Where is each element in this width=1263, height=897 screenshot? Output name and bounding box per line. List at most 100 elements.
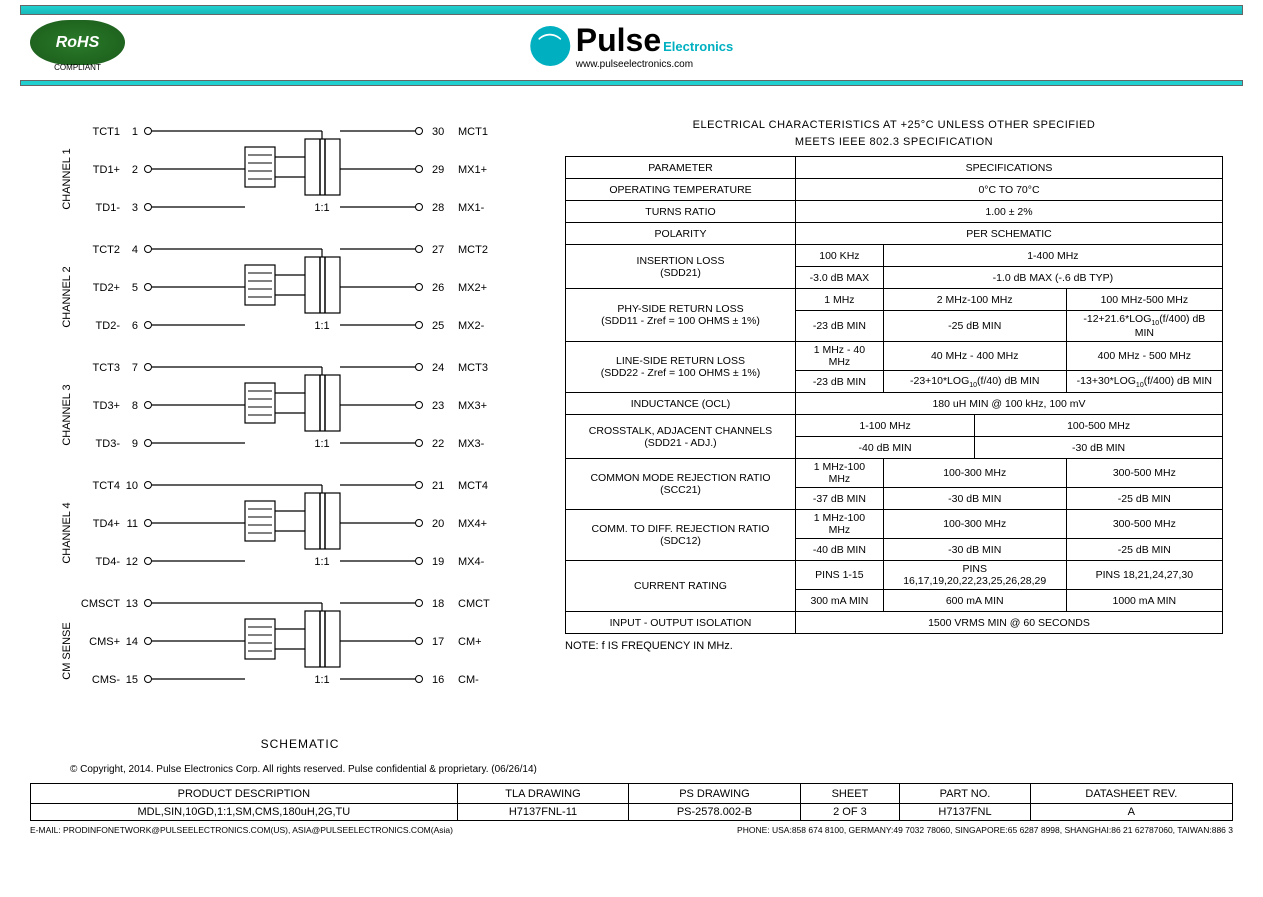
line-v1: -23 dB MIN — [796, 371, 884, 393]
phy-param: PHY-SIDE RETURN LOSS(SDD11 - Zref = 100 … — [566, 289, 796, 342]
top-stripe — [20, 5, 1243, 15]
svg-text:1:1: 1:1 — [314, 438, 329, 450]
svg-text:CHANNEL 4: CHANNEL 4 — [61, 502, 73, 563]
iloss-f1: 100 KHz — [796, 245, 884, 267]
contact-email: E-MAIL: PRODINFONETWORK@PULSEELECTRONICS… — [30, 825, 453, 835]
svg-text:MX4+: MX4+ — [458, 518, 487, 530]
contact-phone: PHONE: USA:858 674 8100, GERMANY:49 7032… — [737, 825, 1233, 835]
svg-text:CHANNEL 3: CHANNEL 3 — [61, 384, 73, 445]
svg-text:MX1+: MX1+ — [458, 164, 487, 176]
iso-val: 1500 VRMS MIN @ 60 SECONDS — [796, 612, 1223, 634]
schematic-svg: CHANNEL 1TCT1130MCT1TD1+229MX1+TD1-328MX… — [60, 119, 520, 719]
svg-text:5: 5 — [132, 282, 138, 294]
svg-text:MX4-: MX4- — [458, 556, 485, 568]
ft-h3: PS DRAWING — [629, 784, 800, 804]
svg-text:TCT3: TCT3 — [93, 362, 121, 374]
svg-text:24: 24 — [432, 362, 444, 374]
line-f1: 1 MHz - 40 MHz — [796, 342, 884, 371]
cmrr-v3: -25 dB MIN — [1066, 488, 1222, 510]
svg-text:12: 12 — [126, 556, 138, 568]
svg-text:CMS-: CMS- — [92, 674, 120, 686]
brand-url: www.pulseelectronics.com — [576, 59, 733, 70]
turns-param: TURNS RATIO — [566, 201, 796, 223]
ind-val: 180 uH MIN @ 100 kHz, 100 mV — [796, 393, 1223, 415]
svg-text:6: 6 — [132, 320, 138, 332]
iso-param: INPUT - OUTPUT ISOLATION — [566, 612, 796, 634]
svg-text:CHANNEL 1: CHANNEL 1 — [61, 148, 73, 209]
svg-text:26: 26 — [432, 282, 444, 294]
svg-text:MX3+: MX3+ — [458, 400, 487, 412]
svg-text:CHANNEL 2: CHANNEL 2 — [61, 266, 73, 327]
header: RoHS COMPLIANT PulseElectronics www.puls… — [0, 15, 1263, 77]
cmrr-f1: 1 MHz-100 MHz — [796, 459, 884, 488]
svg-text:TD3-: TD3- — [96, 438, 121, 450]
schematic-title: SCHEMATIC — [60, 737, 540, 751]
svg-text:19: 19 — [432, 556, 444, 568]
rohs-badge: RoHS COMPLIANT — [30, 20, 125, 72]
svg-text:TCT4: TCT4 — [93, 480, 121, 492]
svg-text:CM SENSE: CM SENSE — [61, 622, 73, 679]
cmrr-v1: -37 dB MIN — [796, 488, 884, 510]
pulse-logo: PulseElectronics www.pulseelectronics.co… — [530, 22, 733, 70]
cdrr-v1: -40 dB MIN — [796, 539, 884, 561]
svg-text:TD1+: TD1+ — [93, 164, 120, 176]
phy-v2: -25 dB MIN — [883, 311, 1066, 342]
svg-text:CMS+: CMS+ — [89, 636, 120, 648]
polarity-param: POLARITY — [566, 223, 796, 245]
turns-val: 1.00 ± 2% — [796, 201, 1223, 223]
svg-text:MX2+: MX2+ — [458, 282, 487, 294]
ft-v5: H7137FNL — [900, 804, 1030, 821]
rohs-text: RoHS — [56, 34, 100, 52]
cdrr-f3: 300-500 MHz — [1066, 510, 1222, 539]
svg-text:23: 23 — [432, 400, 444, 412]
svg-text:1:1: 1:1 — [314, 674, 329, 686]
cdrr-param: COMM. TO DIFF. REJECTION RATIO(SDC12) — [566, 510, 796, 561]
svg-text:9: 9 — [132, 438, 138, 450]
curr-f2: PINS 16,17,19,20,22,23,25,26,28,29 — [883, 561, 1066, 590]
contact-bar: E-MAIL: PRODINFONETWORK@PULSEELECTRONICS… — [0, 821, 1263, 839]
svg-text:TD4-: TD4- — [96, 556, 121, 568]
xtalk-f2: 100-500 MHz — [975, 415, 1223, 437]
pulse-wave-icon — [530, 26, 570, 66]
svg-text:CMCT: CMCT — [458, 598, 490, 610]
svg-text:7: 7 — [132, 362, 138, 374]
curr-v1: 300 mA MIN — [796, 590, 884, 612]
ft-h6: DATASHEET REV. — [1030, 784, 1232, 804]
cmrr-v2: -30 dB MIN — [883, 488, 1066, 510]
svg-text:MX2-: MX2- — [458, 320, 485, 332]
brand-name: Pulse — [576, 22, 661, 58]
svg-text:TD2-: TD2- — [96, 320, 121, 332]
ft-h4: SHEET — [800, 784, 900, 804]
iloss-param: INSERTION LOSS(SDD21) — [566, 245, 796, 289]
svg-text:TCT1: TCT1 — [93, 126, 121, 138]
line-v2: -23+10*LOG10(f/40) dB MIN — [883, 371, 1066, 393]
svg-text:16: 16 — [432, 674, 444, 686]
cdrr-v3: -25 dB MIN — [1066, 539, 1222, 561]
cmrr-f2: 100-300 MHz — [883, 459, 1066, 488]
svg-text:18: 18 — [432, 598, 444, 610]
spec-title-2: MEETS IEEE 802.3 SPECIFICATION — [565, 136, 1223, 148]
cmrr-param: COMMON MODE REJECTION RATIO(SCC21) — [566, 459, 796, 510]
polarity-val: PER SCHEMATIC — [796, 223, 1223, 245]
rohs-compliant-label: COMPLIANT — [30, 63, 125, 72]
ft-v1: MDL,SIN,10GD,1:1,SM,CMS,180uH,2G,TU — [31, 804, 458, 821]
svg-text:TD3+: TD3+ — [93, 400, 120, 412]
specs-panel: ELECTRICAL CHARACTERISTICS AT +25°C UNLE… — [540, 119, 1223, 751]
svg-text:17: 17 — [432, 636, 444, 648]
svg-text:25: 25 — [432, 320, 444, 332]
svg-text:CMSCT: CMSCT — [81, 598, 120, 610]
xtalk-f1: 1-100 MHz — [796, 415, 975, 437]
svg-text:13: 13 — [126, 598, 138, 610]
line-f3: 400 MHz - 500 MHz — [1066, 342, 1222, 371]
ind-param: INDUCTANCE (OCL) — [566, 393, 796, 415]
cdrr-v2: -30 dB MIN — [883, 539, 1066, 561]
svg-text:27: 27 — [432, 244, 444, 256]
cmrr-f3: 300-500 MHz — [1066, 459, 1222, 488]
hdr-param: PARAMETER — [566, 157, 796, 179]
svg-text:TD1-: TD1- — [96, 202, 121, 214]
svg-text:MCT4: MCT4 — [458, 480, 488, 492]
svg-text:TCT2: TCT2 — [93, 244, 121, 256]
svg-text:30: 30 — [432, 126, 444, 138]
svg-text:22: 22 — [432, 438, 444, 450]
iloss-v2: -1.0 dB MAX (-.6 dB TYP) — [883, 267, 1222, 289]
